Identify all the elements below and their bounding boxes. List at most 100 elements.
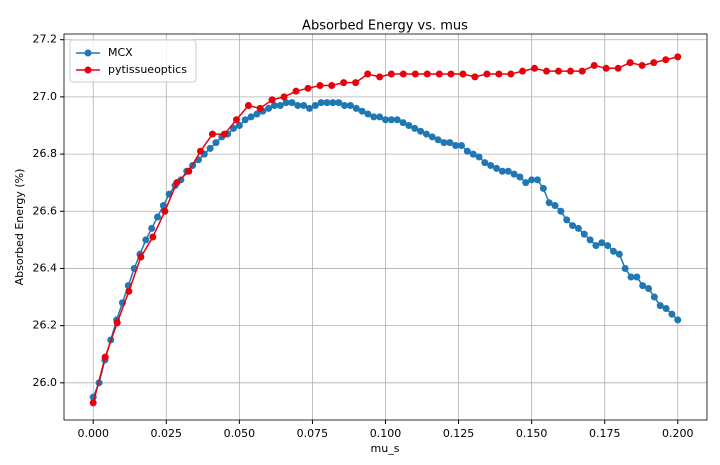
data-point xyxy=(555,67,563,75)
data-point xyxy=(241,116,249,124)
data-point xyxy=(323,99,331,107)
data-point xyxy=(364,110,372,118)
data-point xyxy=(528,176,536,184)
data-point xyxy=(292,87,300,95)
data-point xyxy=(626,59,634,67)
data-point xyxy=(256,104,264,112)
data-point xyxy=(113,319,121,327)
data-point xyxy=(316,81,324,89)
data-point xyxy=(387,116,395,124)
data-point xyxy=(580,230,588,238)
data-point xyxy=(533,176,541,184)
x-tick-label: 0.050 xyxy=(224,427,256,440)
data-point xyxy=(569,222,577,230)
data-point xyxy=(253,110,261,118)
data-point xyxy=(220,130,228,138)
x-tick-label: 0.200 xyxy=(662,427,694,440)
data-point xyxy=(276,101,284,109)
data-point xyxy=(352,79,360,87)
data-point xyxy=(614,64,622,72)
data-point xyxy=(335,99,343,107)
data-point xyxy=(493,164,501,172)
data-point xyxy=(185,167,193,175)
x-tick-label: 0.000 xyxy=(77,427,109,440)
data-point xyxy=(300,101,308,109)
data-point xyxy=(475,153,483,161)
data-point xyxy=(574,224,582,232)
data-point xyxy=(288,99,296,107)
data-point xyxy=(101,353,109,361)
data-point xyxy=(609,247,617,255)
data-point xyxy=(539,184,547,192)
data-point xyxy=(504,167,512,175)
data-point xyxy=(639,282,647,290)
data-point xyxy=(417,127,425,135)
data-point xyxy=(604,242,612,250)
data-point xyxy=(557,207,565,215)
x-axis-label: mu_s xyxy=(371,442,400,455)
data-point xyxy=(370,113,378,121)
data-point xyxy=(674,316,682,324)
data-point xyxy=(656,302,664,310)
data-point xyxy=(481,159,489,167)
legend-marker xyxy=(84,66,92,74)
legend-label: MCX xyxy=(108,46,133,59)
data-point xyxy=(498,167,506,175)
data-point xyxy=(317,99,325,107)
data-point xyxy=(435,70,443,78)
data-point xyxy=(232,116,240,124)
data-point xyxy=(428,133,436,141)
data-point xyxy=(268,96,276,104)
data-point xyxy=(463,147,471,155)
data-point xyxy=(452,142,460,150)
data-point xyxy=(457,142,465,150)
x-tick-label: 0.125 xyxy=(443,427,475,440)
data-point xyxy=(270,101,278,109)
data-point xyxy=(212,139,220,147)
data-point xyxy=(393,116,401,124)
data-point xyxy=(471,73,479,81)
data-point xyxy=(208,130,216,138)
data-point xyxy=(328,81,336,89)
data-point xyxy=(206,144,214,152)
series xyxy=(89,53,682,407)
data-point xyxy=(510,170,518,178)
data-point xyxy=(282,99,290,107)
data-point xyxy=(235,121,243,129)
data-point xyxy=(89,399,97,407)
data-point xyxy=(399,119,407,127)
data-point xyxy=(627,273,635,281)
data-point xyxy=(645,284,653,292)
data-point xyxy=(469,150,477,158)
data-point xyxy=(405,121,413,129)
data-point xyxy=(650,59,658,67)
data-point xyxy=(244,101,252,109)
data-point xyxy=(578,67,586,75)
data-point xyxy=(522,179,530,187)
data-point xyxy=(154,213,162,221)
y-tick-label: 26.8 xyxy=(33,147,58,160)
data-point xyxy=(621,264,629,272)
data-point xyxy=(487,162,495,170)
x-tick-label: 0.100 xyxy=(370,427,402,440)
data-point xyxy=(422,130,430,138)
data-point xyxy=(495,70,503,78)
data-point xyxy=(265,104,273,112)
data-point xyxy=(137,253,145,261)
data-point xyxy=(196,147,204,155)
data-point xyxy=(650,293,658,301)
data-point xyxy=(341,101,349,109)
data-point xyxy=(447,70,455,78)
data-point xyxy=(376,113,384,121)
x-tick-label: 0.150 xyxy=(516,427,548,440)
data-point xyxy=(674,53,682,61)
data-point xyxy=(382,116,389,124)
legend-marker xyxy=(84,49,92,57)
data-point xyxy=(399,70,407,78)
y-tick-label: 27.2 xyxy=(33,33,58,46)
data-point xyxy=(586,236,594,244)
data-point xyxy=(602,64,610,72)
data-point xyxy=(358,107,366,115)
y-tick-label: 26.2 xyxy=(33,319,58,332)
data-point xyxy=(247,113,255,121)
